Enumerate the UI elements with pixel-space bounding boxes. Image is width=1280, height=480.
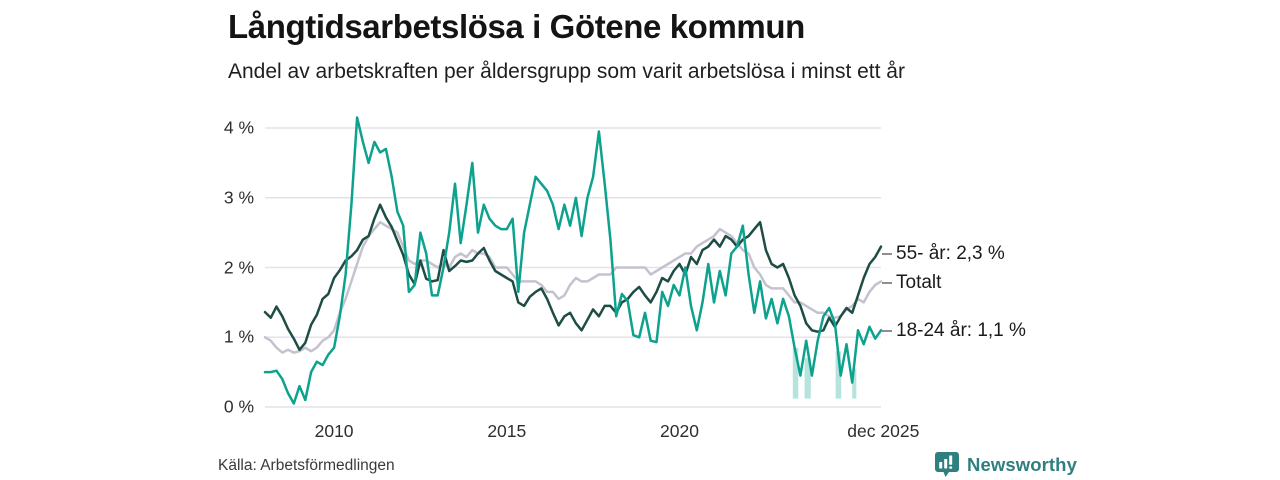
series-label-tick	[882, 282, 892, 284]
series-label-text-55: 55- år: 2,3 %	[896, 243, 1005, 264]
low-value-band	[852, 368, 857, 399]
series-label-55: 55- år: 2,3 %	[882, 243, 1005, 265]
page-subtitle: Andel av arbetskraften per åldersgrupp s…	[228, 60, 905, 83]
series-label-totalt: Totalt	[882, 272, 941, 294]
series-label-text-totalt: Totalt	[896, 272, 942, 293]
y-axis-tick-label: 1 %	[223, 326, 254, 347]
newsworthy-logo[interactable]: Newsworthy	[934, 451, 1077, 478]
series-label-18-24: 18-24 år: 1,1 %	[882, 320, 1026, 342]
y-axis-tick-label: 2 %	[223, 257, 254, 277]
series-label-tick	[882, 253, 892, 255]
series-label-tick	[882, 330, 892, 332]
series-label-text-18-24: 18-24 år: 1,1 %	[896, 320, 1026, 341]
y-axis-tick-label: 3 %	[223, 187, 254, 208]
newsworthy-wordmark: Newsworthy	[967, 453, 1077, 475]
x-axis-tick-label: dec 2025	[847, 421, 920, 441]
newsworthy-icon	[935, 452, 959, 477]
low-value-band	[804, 358, 811, 399]
source-note: Källa: Arbetsförmedlingen	[218, 457, 395, 474]
x-axis-tick-label: 2010	[314, 421, 354, 441]
x-axis-tick-label: 2020	[660, 421, 699, 441]
page-title: Långtidsarbetslösa i Götene kommun	[228, 8, 805, 45]
series-line-totalt	[263, 220, 883, 354]
series-line-18-24-ar	[263, 116, 883, 405]
y-axis-tick-label: 4 %	[223, 117, 254, 138]
series-line-55-ar	[263, 203, 883, 352]
low-value-band	[835, 351, 842, 399]
low-value-band	[792, 347, 799, 399]
y-axis-tick-label: 0 %	[223, 396, 254, 417]
x-axis-tick-label: 2015	[487, 421, 527, 441]
